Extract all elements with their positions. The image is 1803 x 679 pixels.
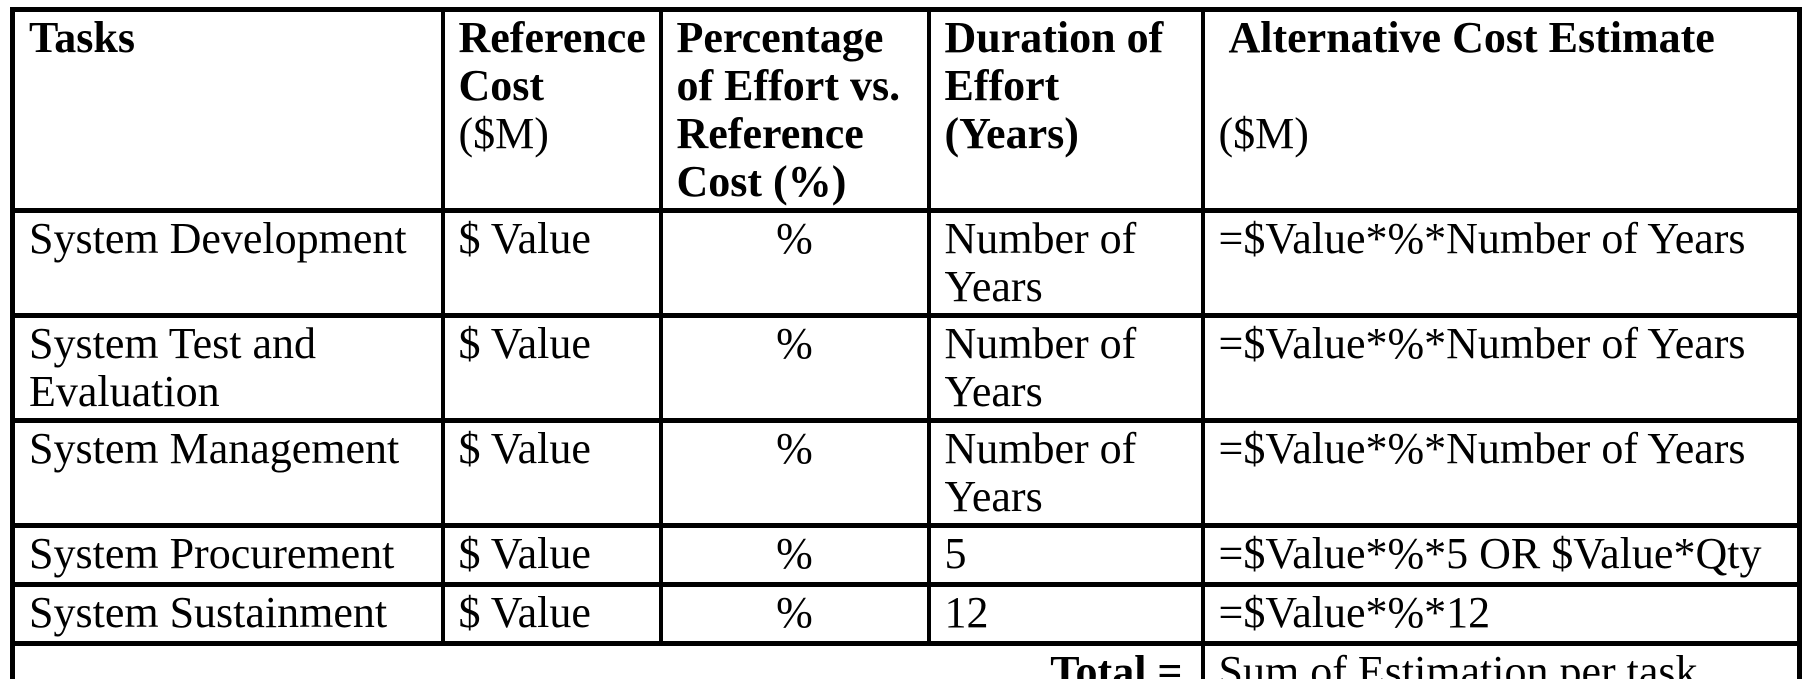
cell-percentage: % (658, 313, 931, 423)
cell-estimate: =$Value*%*Number of Years (1200, 418, 1802, 528)
cell-estimate: =$Value*%*Number of Years (1200, 208, 1802, 318)
table-total-row: Total = Sum of Estimation per task (10, 641, 1802, 679)
total-value: Sum of Estimation per task (1200, 641, 1802, 679)
cell-percentage: % (658, 418, 931, 528)
cell-task: System Sustainment (10, 582, 445, 646)
cell-percentage: % (658, 582, 931, 646)
cell-task: System Test and Evaluation (10, 313, 445, 423)
header-reference-cost: Reference Cost ($M) (440, 7, 663, 213)
cell-reference-cost: $ Value (440, 313, 663, 423)
header-reference-cost-unit: ($M) (458, 109, 549, 158)
cell-estimate: =$Value*%*Number of Years (1200, 313, 1802, 423)
table-row: System Test and Evaluation $ Value % Num… (10, 313, 1802, 423)
header-tasks: Tasks (10, 7, 445, 213)
table-header-row: Tasks Reference Cost ($M) Percentage of … (10, 7, 1802, 213)
table-row: System Sustainment $ Value % 12 =$Value*… (10, 582, 1802, 646)
cell-percentage: % (658, 523, 931, 587)
table-row: System Procurement $ Value % 5 =$Value*%… (10, 523, 1802, 587)
header-tasks-label: Tasks (29, 13, 136, 62)
cell-reference-cost: $ Value (440, 418, 663, 528)
cell-duration: Number of Years (926, 418, 1205, 528)
header-alternative-cost-title: Alternative Cost Estimate (1228, 13, 1715, 62)
header-alternative-cost-unit: ($M) (1218, 109, 1309, 158)
cell-task: System Management (10, 418, 445, 528)
header-percentage: Percentage of Effort vs. Reference Cost … (658, 7, 931, 213)
cell-reference-cost: $ Value (440, 523, 663, 587)
header-duration-title: Duration of Effort (Years) (944, 13, 1164, 158)
total-label: Total = (10, 641, 1205, 679)
cell-estimate: =$Value*%*5 OR $Value*Qty (1200, 523, 1802, 587)
cell-reference-cost: $ Value (440, 208, 663, 318)
header-reference-cost-title: Reference Cost (458, 13, 646, 110)
cost-estimation-table: Tasks Reference Cost ($M) Percentage of … (10, 7, 1802, 679)
cell-estimate: =$Value*%*12 (1200, 582, 1802, 646)
header-duration: Duration of Effort (Years) (926, 7, 1205, 213)
table-row: System Development $ Value % Number of Y… (10, 208, 1802, 318)
cell-percentage: % (658, 208, 931, 318)
table-row: System Management $ Value % Number of Ye… (10, 418, 1802, 528)
cell-duration: 12 (926, 582, 1205, 646)
cell-duration: 5 (926, 523, 1205, 587)
cell-duration: Number of Years (926, 208, 1205, 318)
header-percentage-title: Percentage of Effort vs. Reference Cost … (676, 13, 901, 206)
cell-duration: Number of Years (926, 313, 1205, 423)
cell-reference-cost: $ Value (440, 582, 663, 646)
cell-task: System Procurement (10, 523, 445, 587)
cell-task: System Development (10, 208, 445, 318)
header-alternative-cost: Alternative Cost Estimate ($M) (1200, 7, 1802, 213)
